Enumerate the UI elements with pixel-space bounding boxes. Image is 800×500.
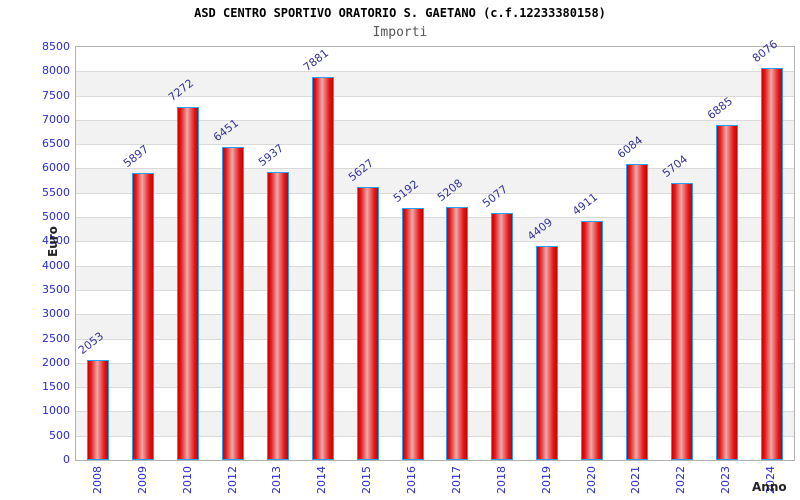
x-tick-label: 2013 [270,466,284,494]
chart-subtitle: Importi [372,25,428,40]
y-tick-label: 5000 [42,210,70,224]
gridline [76,387,794,388]
bar-2015 [356,186,379,460]
y-tick-label: 3500 [42,282,70,296]
gridline [76,314,794,315]
y-tick-label: 2000 [42,355,70,369]
gridline [76,241,794,242]
gridline [76,290,794,291]
bar-2023 [715,125,738,460]
gridline [76,71,794,72]
plot-stripe [76,47,794,72]
x-tick-label: 2020 [584,466,598,494]
bar-2009 [132,173,155,460]
bar-2016 [401,207,424,460]
gridline [76,120,794,121]
y-tick-label: 8000 [42,64,70,78]
y-tick-label: 8500 [42,40,70,53]
bar-2010 [177,106,200,460]
y-tick-label: 500 [49,428,70,442]
chart-title: ASD CENTRO SPORTIVO ORATORIO S. GAETANO … [194,6,606,20]
gridline [76,144,794,145]
y-tick-label: 2500 [42,331,70,345]
bar-2024 [760,67,783,460]
bar-2021 [625,164,648,460]
x-tick-label: 2014 [315,466,329,494]
plot-area [75,46,795,461]
x-axis-title: Anno [752,480,787,494]
x-tick-label: 2015 [360,466,374,494]
bar-2013 [266,171,289,460]
y-axis-title: Euro [46,226,60,257]
gridline [76,363,794,364]
x-tick-label: 2012 [225,466,239,494]
gridline [76,436,794,437]
bar-2018 [491,213,514,460]
y-tick-label: 6500 [42,137,70,151]
gridline [76,339,794,340]
gridline [76,193,794,194]
y-tick-label: 1500 [42,380,70,394]
x-tick-label: 2019 [539,466,553,494]
x-tick-label: 2016 [405,466,419,494]
gridline [76,168,794,169]
bar-2020 [581,221,604,460]
x-tick-label: 2018 [494,466,508,494]
gridline [76,266,794,267]
y-tick-label: 7000 [42,112,70,126]
y-tick-label: 5500 [42,185,70,199]
x-tick-label: 2023 [719,466,733,494]
bar-2022 [670,182,693,460]
gridline [76,217,794,218]
plot-stripe [76,71,794,96]
x-tick-label: 2021 [629,466,643,494]
y-tick-label: 3000 [42,307,70,321]
gridline [76,411,794,412]
gridline [76,96,794,97]
x-tick-label: 2008 [90,466,104,494]
bar-2012 [222,146,245,460]
bar-2008 [87,360,110,460]
x-tick-label: 2010 [180,466,194,494]
x-tick-label: 2009 [135,466,149,494]
bar-2014 [311,77,334,460]
y-tick-label: 0 [63,453,70,466]
y-tick-label: 4000 [42,258,70,272]
bar-2019 [536,245,559,460]
y-tick-label: 4500 [42,234,70,248]
bar-2017 [446,206,469,460]
y-tick-label: 1000 [42,404,70,418]
x-tick-label: 2022 [674,466,688,494]
y-tick-label: 6000 [42,161,70,175]
x-tick-label: 2017 [449,466,463,494]
y-tick-label: 7500 [42,88,70,102]
